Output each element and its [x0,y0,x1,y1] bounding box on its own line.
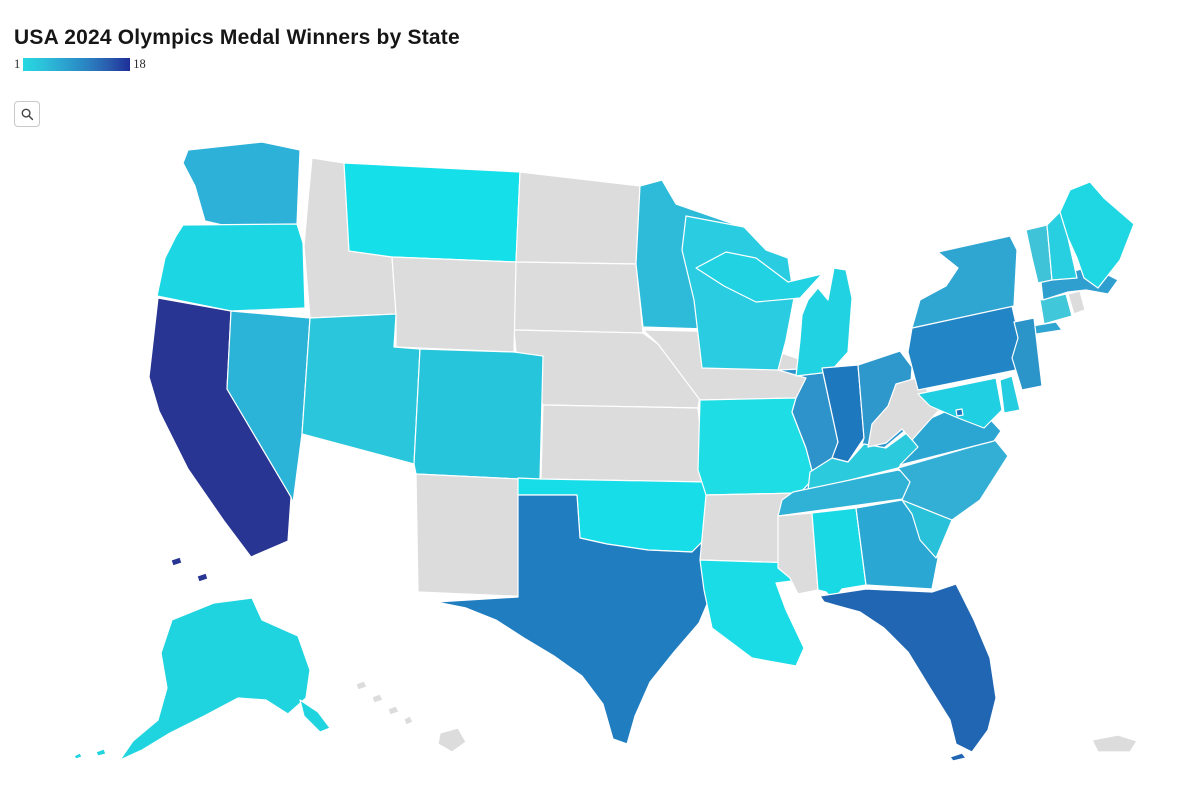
state-HI[interactable] [437,727,467,753]
state-VT[interactable] [1025,224,1053,284]
state-PR[interactable] [1091,734,1138,753]
state-NH[interactable] [1046,211,1078,281]
legend-gradient-bar [23,58,131,71]
state-OR[interactable] [156,223,306,312]
state-NC[interactable] [897,439,1009,521]
state-HI[interactable] [403,715,414,726]
state-HI[interactable] [387,705,400,716]
state-ND[interactable] [515,171,641,265]
state-FL[interactable] [949,752,967,762]
state-WY[interactable] [391,256,517,353]
state-AK[interactable] [299,699,331,733]
state-NY[interactable] [911,235,1018,329]
state-CA[interactable] [170,556,183,567]
state-NJ[interactable] [1011,317,1043,391]
state-MT[interactable] [343,162,521,263]
state-WA[interactable] [182,141,301,228]
state-FL[interactable] [819,583,997,753]
state-AK[interactable] [95,748,107,757]
state-MI[interactable] [695,251,823,303]
legend-max-label: 18 [133,57,146,72]
zoom-button[interactable] [14,101,40,127]
state-HI[interactable] [355,680,368,691]
state-MD[interactable] [917,377,1003,429]
state-HI[interactable] [371,693,384,704]
legend-min-label: 1 [14,57,21,72]
state-CA[interactable] [196,572,209,583]
state-TX[interactable] [435,494,718,745]
state-CO[interactable] [413,348,544,481]
state-AK[interactable] [73,752,83,760]
state-DC[interactable] [955,408,964,417]
state-DE[interactable] [999,375,1021,414]
state-ME[interactable] [1059,181,1135,289]
state-MI[interactable] [795,267,853,377]
color-legend: 1 18 [14,58,146,71]
magnifier-icon [21,108,34,121]
state-KS[interactable] [540,404,707,483]
page-title: USA 2024 Olympics Medal Winners by State [14,26,460,50]
state-SD[interactable] [513,261,644,334]
state-AK[interactable] [119,597,311,761]
state-RI[interactable] [1067,290,1086,315]
